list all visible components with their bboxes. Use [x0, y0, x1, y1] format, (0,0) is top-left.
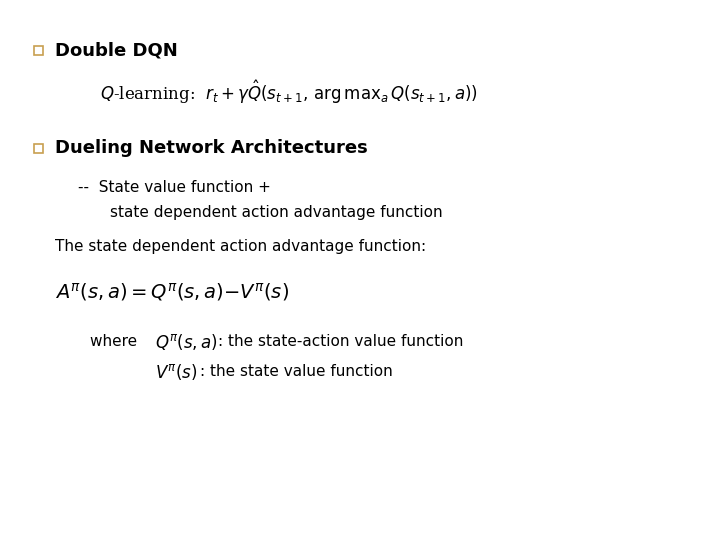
Text: $A^{\pi}(s,a){=}Q^{\pi}(s,a){-}V^{\pi}(s)$: $A^{\pi}(s,a){=}Q^{\pi}(s,a){-}V^{\pi}(s…	[55, 281, 289, 303]
Text: Dueling Network Architectures: Dueling Network Architectures	[55, 139, 368, 157]
Text: : the state value function: : the state value function	[200, 364, 392, 380]
Text: --  State value function +: -- State value function +	[78, 180, 271, 195]
Text: The state dependent action advantage function:: The state dependent action advantage fun…	[55, 240, 426, 254]
FancyBboxPatch shape	[34, 45, 42, 55]
Text: where: where	[90, 334, 147, 349]
FancyBboxPatch shape	[34, 144, 42, 152]
Text: $Q^{\pi}(s,a)$: $Q^{\pi}(s,a)$	[155, 332, 217, 352]
Text: : the state-action value function: : the state-action value function	[218, 334, 464, 349]
Text: Double DQN: Double DQN	[55, 41, 178, 59]
Text: state dependent action advantage function: state dependent action advantage functio…	[110, 205, 443, 219]
Text: $V^{\pi}(s)$: $V^{\pi}(s)$	[155, 362, 197, 382]
Text: $Q$-learning:  $r_t + \gamma\hat{Q}(s_{t+1},\,\mathrm{arg\,max}_a\,Q(s_{t+1}, a): $Q$-learning: $r_t + \gamma\hat{Q}(s_{t+…	[100, 78, 478, 106]
